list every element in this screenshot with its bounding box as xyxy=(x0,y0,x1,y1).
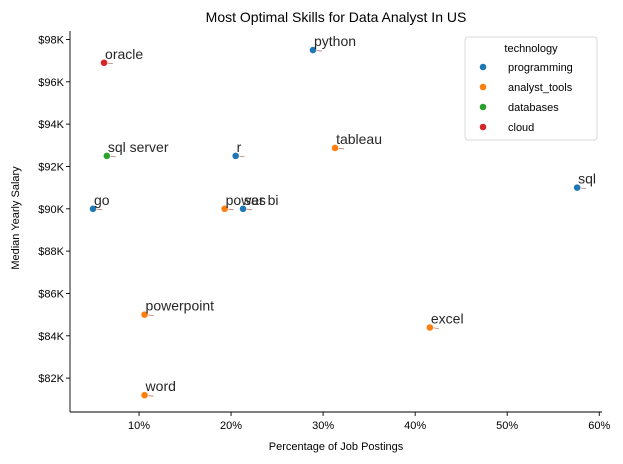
y-tick-label: $82K xyxy=(38,373,64,385)
data-label-r: r xyxy=(237,139,242,155)
data-label-powerpoint: powerpoint xyxy=(146,298,215,314)
data-label-word: word xyxy=(145,378,176,394)
data-point-python xyxy=(309,46,317,54)
data-point-r xyxy=(231,151,240,160)
legend-marker-cloud xyxy=(479,123,487,131)
axes: 10% 20% 30% 40% 50% 60% $82K $84K $86K $88K $90K $9… xyxy=(38,31,610,432)
legend-marker-analyst-tools xyxy=(479,83,487,91)
data-label-go: go xyxy=(94,192,110,208)
data-label-sas: sas xyxy=(244,192,266,208)
x-tick-label: 20% xyxy=(220,420,242,432)
chart-title: Most Optimal Skills for Data Analyst In … xyxy=(206,9,467,25)
legend-title: technology xyxy=(504,43,558,55)
x-tick-label: 40% xyxy=(404,420,426,432)
legend-label-databases: databases xyxy=(508,102,559,114)
data-point-sas xyxy=(239,204,247,213)
data-point-power-bi xyxy=(220,204,229,213)
x-tick-label: 50% xyxy=(496,420,518,432)
y-tick-label: $86K xyxy=(38,288,64,300)
data-label-sql: sql xyxy=(578,171,596,187)
x-axis-label: Percentage of Job Postings xyxy=(269,441,404,453)
data-label-python: python xyxy=(314,33,356,49)
data-label-sql-server: sql server xyxy=(108,139,169,155)
y-tick-label: $84K xyxy=(38,331,64,343)
data-point-powerpoint xyxy=(140,310,149,319)
legend: technology programming analyst_toolsdataba… xyxy=(464,36,598,141)
y-tick-label: $94K xyxy=(38,119,64,131)
data-points: python oracle tableau sql server r sql go power… xyxy=(89,33,596,400)
data-point-go xyxy=(89,204,97,213)
legend-label-cloud: cloud xyxy=(508,122,534,134)
data-point-oracle xyxy=(100,58,108,67)
data-point-word xyxy=(140,391,149,400)
data-label-power-bi: power bi xyxy=(226,192,279,208)
data-label-excel: excel xyxy=(431,311,464,327)
y-tick-label: $92K xyxy=(38,161,64,173)
x-tick-label: 60% xyxy=(588,420,610,432)
legend-label-programming: programming xyxy=(508,62,573,74)
data-point-excel xyxy=(425,323,434,332)
y-tick-label: $90K xyxy=(38,204,64,216)
legend-label-analyst-tools: analyst_tools xyxy=(508,82,573,94)
data-label-tableau: tableau xyxy=(336,131,382,147)
data-point-tableau xyxy=(331,144,339,152)
data-point-sql xyxy=(573,183,582,192)
y-axis-label: Median Yearly Salary xyxy=(10,166,22,270)
data-label-oracle: oracle xyxy=(105,46,143,62)
y-tick-label: $88K xyxy=(38,246,64,258)
legend-marker-databases xyxy=(479,103,487,111)
legend-marker-programming xyxy=(479,63,487,71)
y-tick-label: $98K xyxy=(38,34,64,46)
y-tick-label: $96K xyxy=(38,77,64,89)
data-point-sql-server xyxy=(102,151,111,160)
x-tick-label: 30% xyxy=(312,420,334,432)
x-tick-label: 10% xyxy=(128,420,150,432)
legend-box xyxy=(464,36,598,141)
